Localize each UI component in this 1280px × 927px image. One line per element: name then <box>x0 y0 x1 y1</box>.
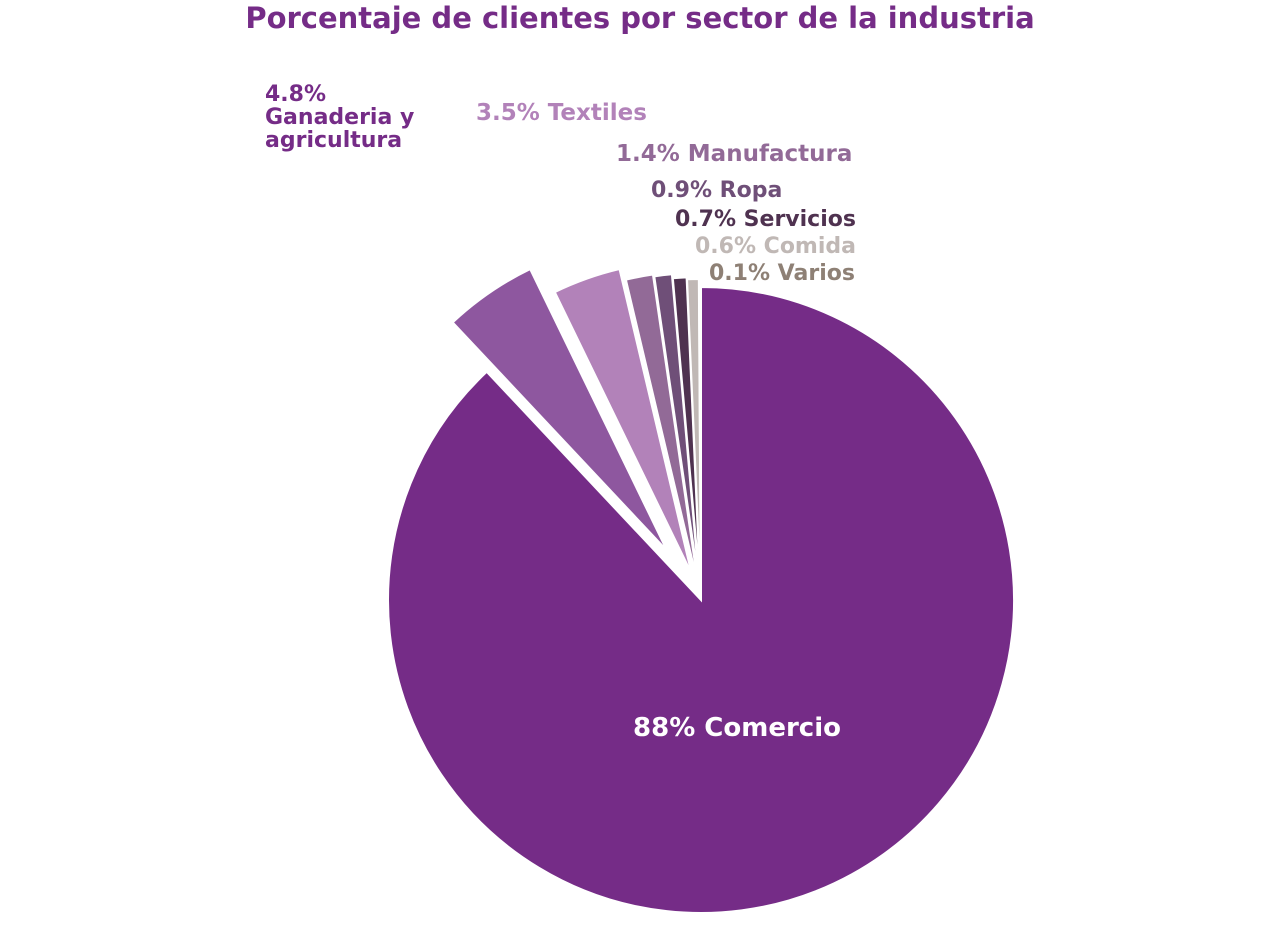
pie-slices <box>387 267 1015 914</box>
pie-slice-comercio <box>387 285 1015 914</box>
pie-slice-textiles <box>553 267 693 575</box>
pie-slice-manufactura <box>624 273 699 585</box>
pie-slice-varios <box>698 279 702 595</box>
pie-label-textiles: 3.5% Textiles <box>476 100 647 126</box>
pie-slice-ganaderia-y-agricultura <box>451 267 668 552</box>
pie-label-manufactura: 1.4% Manufactura <box>616 141 852 167</box>
pie-label-comercio: 88% Comercio <box>633 713 841 743</box>
chart-title: Porcentaje de clientes por sector de la … <box>245 1 1035 35</box>
pie-label-comida: 0.6% Comida <box>695 234 856 259</box>
pie-label-ganaderia-y-agricultura: 4.8% Ganaderia y agricultura <box>265 82 414 153</box>
pie-label-ropa: 0.9% Ropa <box>651 178 782 203</box>
pie-slice-comida <box>685 278 702 593</box>
pie-label-servicios: 0.7% Servicios <box>675 207 856 232</box>
pie-label-varios: 0.1% Varios <box>709 261 855 286</box>
pie-slice-servicios <box>671 276 702 591</box>
pie-slice-ropa <box>653 273 701 587</box>
pie-labels: 88% Comercio 4.8% Ganaderia y agricultura 3.… <box>265 82 856 743</box>
